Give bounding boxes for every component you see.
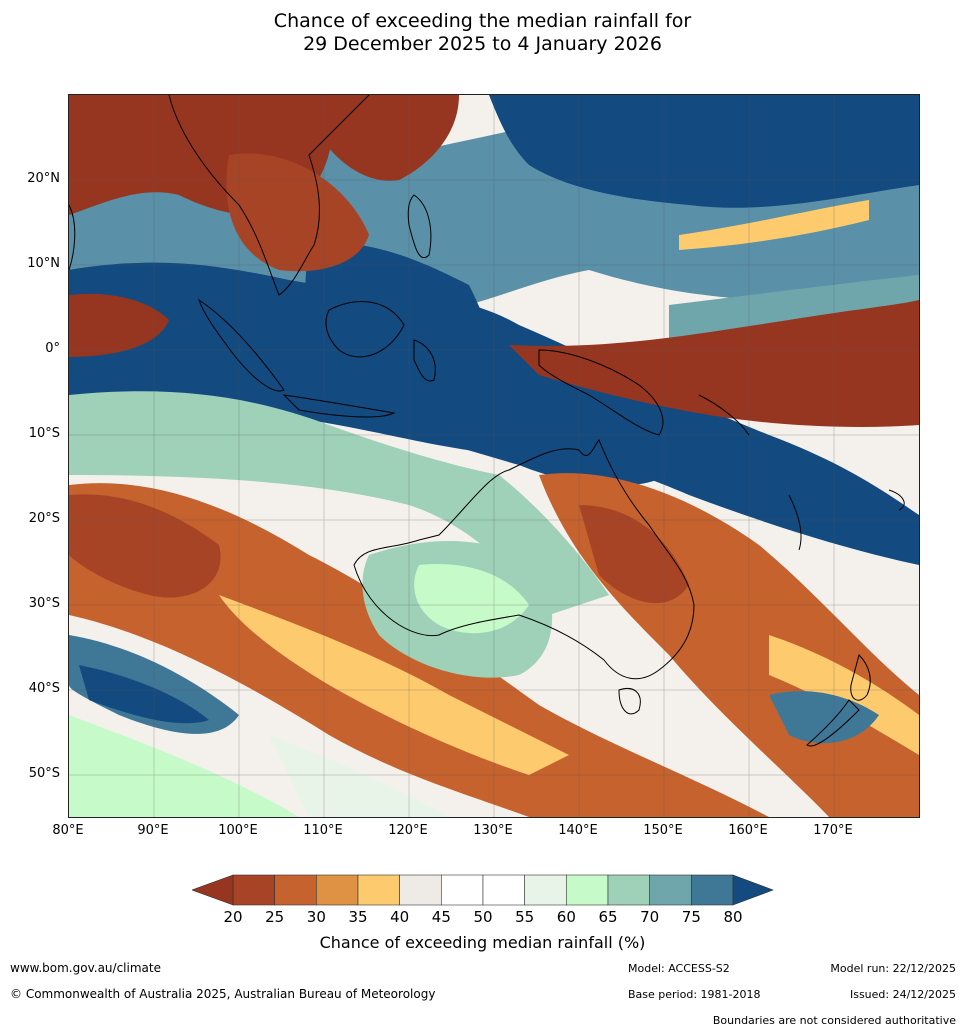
colorbar-tick-label: 35 bbox=[348, 908, 368, 926]
wet-band-maritime bbox=[305, 243, 669, 486]
colorbar-tick-label: 45 bbox=[431, 908, 451, 926]
colorbar-under-arrow bbox=[192, 874, 234, 906]
colorbar-tick-label: 75 bbox=[681, 908, 701, 926]
lon-label-140e: 140°E bbox=[558, 823, 598, 838]
new-zealand-north-coastline bbox=[850, 654, 871, 701]
wet-southern-west-core bbox=[79, 665, 209, 724]
tasmania-coastline bbox=[618, 688, 641, 715]
lon-label-150e: 150°E bbox=[643, 823, 683, 838]
colorbar-tick-label: 30 bbox=[306, 908, 326, 926]
colorbar-segment bbox=[357, 874, 400, 906]
lon-label-110e: 110°E bbox=[303, 823, 343, 838]
vanuatu-fiji-coastline bbox=[788, 489, 905, 551]
rainfall-map[interactable] bbox=[68, 94, 920, 818]
colorbar-segment bbox=[607, 874, 650, 906]
colorbar-segment bbox=[482, 874, 525, 906]
lon-label-80e: 80°E bbox=[52, 823, 84, 838]
title-line-1: Chance of exceeding the median rainfall … bbox=[273, 10, 692, 32]
lat-label-0: 0° bbox=[45, 341, 60, 356]
lat-label-10s: 10°S bbox=[28, 426, 60, 441]
lon-label-170e: 170°E bbox=[813, 823, 853, 838]
lon-label-100e: 100°E bbox=[218, 823, 258, 838]
solomon-islands-coastline bbox=[698, 394, 750, 436]
yellow-patch-central-pacific bbox=[679, 200, 869, 250]
borneo-coastline bbox=[325, 301, 405, 358]
colorbar-segment bbox=[649, 874, 692, 906]
colorbar-tick-label: 55 bbox=[515, 908, 535, 926]
lat-label-40s: 40°S bbox=[28, 681, 60, 696]
colorbar-tick-label: 70 bbox=[640, 908, 660, 926]
green-light-southern bbox=[269, 735, 449, 817]
blue-new-zealand bbox=[769, 691, 879, 744]
copyright-text: © Commonwealth of Australia 2025, Austra… bbox=[10, 987, 436, 1001]
colorbar-tick-label: 65 bbox=[598, 908, 618, 926]
colorbar-tick-label: 25 bbox=[265, 908, 285, 926]
colorbar-tick-label: 50 bbox=[473, 908, 493, 926]
india-coastline bbox=[69, 204, 76, 271]
colorbar-tick-label: 20 bbox=[223, 908, 243, 926]
indochina-coastline bbox=[168, 95, 370, 296]
colorbar-segment bbox=[232, 874, 275, 906]
website-link[interactable]: www.bom.gov.au/climate bbox=[10, 961, 161, 975]
coastlines bbox=[69, 95, 905, 747]
title-line-2: 29 December 2025 to 4 January 2026 bbox=[303, 33, 662, 55]
colorbar-segment bbox=[441, 874, 484, 906]
yellow-band-east bbox=[769, 635, 919, 755]
sulawesi-coastline bbox=[413, 339, 436, 382]
dry-south-china-sea bbox=[299, 95, 459, 181]
colorbar-segments bbox=[232, 874, 734, 906]
map-canvas bbox=[69, 95, 919, 817]
colorbar-tick-label: 40 bbox=[390, 908, 410, 926]
philippines-coastline bbox=[407, 194, 432, 258]
colorbar-segment bbox=[316, 874, 359, 906]
issued-date: Issued: 24/12/2025 bbox=[849, 988, 956, 1001]
new-guinea-coastline bbox=[538, 349, 664, 436]
colorbar-segment bbox=[524, 874, 567, 906]
light-green-australia bbox=[414, 564, 529, 634]
wet-band-north-core bbox=[489, 95, 919, 208]
colorbar bbox=[192, 874, 774, 906]
colorbar-tick-label: 80 bbox=[723, 908, 743, 926]
base-period: Base period: 1981-2018 bbox=[628, 988, 761, 1001]
model-run-date: Model run: 22/12/2025 bbox=[830, 962, 956, 975]
new-zealand-south-coastline bbox=[806, 699, 860, 747]
australia-coastline bbox=[353, 439, 695, 680]
colorbar-label: Chance of exceeding median rainfall (%) bbox=[319, 933, 646, 952]
colorbar-segment bbox=[399, 874, 442, 906]
moist-band-mid bbox=[69, 391, 609, 615]
lat-label-10n: 10°N bbox=[27, 256, 60, 271]
lon-label-130e: 130°E bbox=[473, 823, 513, 838]
dry-equatorial-pacific bbox=[509, 300, 919, 427]
lon-label-90e: 90°E bbox=[137, 823, 169, 838]
lat-label-30s: 30°S bbox=[28, 596, 60, 611]
lat-label-20n: 20°N bbox=[27, 171, 60, 186]
map-title: Chance of exceeding the median rainfall … bbox=[0, 10, 965, 56]
yellow-band-south bbox=[219, 595, 569, 775]
java-coastline bbox=[282, 394, 396, 418]
sumatra-coastline bbox=[198, 298, 285, 392]
green-southern bbox=[69, 715, 299, 817]
dry-equatorial-west bbox=[69, 293, 169, 357]
colorbar-over-arrow bbox=[732, 874, 774, 906]
lat-label-20s: 20°S bbox=[28, 511, 60, 526]
lon-label-160e: 160°E bbox=[728, 823, 768, 838]
colorbar-segment bbox=[566, 874, 609, 906]
lon-label-120e: 120°E bbox=[388, 823, 428, 838]
colorbar-segment bbox=[274, 874, 317, 906]
colorbar-tick-label: 60 bbox=[556, 908, 576, 926]
lat-label-50s: 50°S bbox=[28, 766, 60, 781]
model-name: Model: ACCESS-S2 bbox=[628, 962, 730, 975]
colorbar-segment bbox=[691, 874, 734, 906]
dry-mainland-sea bbox=[226, 153, 369, 272]
graticule bbox=[69, 95, 919, 817]
dry-east-australia-core bbox=[579, 505, 689, 604]
boundaries-disclaimer: Boundaries are not considered authoritat… bbox=[712, 1014, 956, 1027]
